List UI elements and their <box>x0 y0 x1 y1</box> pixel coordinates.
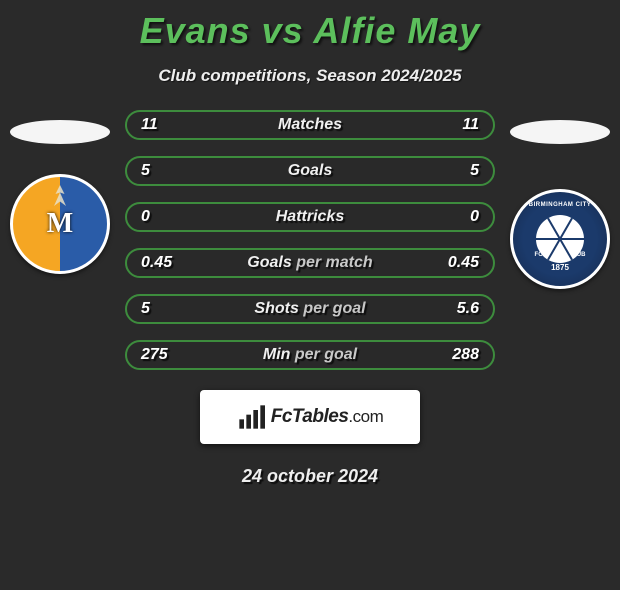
stat-left: 5 <box>141 162 191 180</box>
left-team-column <box>0 110 120 274</box>
date-text: 24 october 2024 <box>0 466 620 487</box>
crest-top-text: BIRMINGHAM CITY <box>513 202 607 208</box>
stat-label: Goals per match <box>247 254 372 272</box>
stat-row-goals: 5 Goals 5 <box>125 156 495 186</box>
stat-row-min-per-goal: 275 Min per goal 288 <box>125 340 495 370</box>
bar-chart-icon <box>237 403 265 431</box>
stat-label: Goals <box>288 162 332 180</box>
right-ellipse <box>510 120 610 144</box>
stat-right: 11 <box>429 116 479 134</box>
stats-list: 11 Matches 11 5 Goals 5 0 Hattricks 0 0.… <box>125 110 495 370</box>
crest-mid-text: FOOTBALL CLUB <box>513 252 607 258</box>
brand-tag: FcTables.com <box>200 390 420 444</box>
stat-left: 11 <box>141 116 191 134</box>
stat-right: 288 <box>429 346 479 364</box>
brand-text: FcTables.com <box>271 406 384 428</box>
content-region: BIRMINGHAM CITY FOOTBALL CLUB 11 Matches… <box>0 110 620 487</box>
stat-row-shots-per-goal: 5 Shots per goal 5.6 <box>125 294 495 324</box>
stat-label: Min per goal <box>263 346 357 364</box>
right-team-crest: BIRMINGHAM CITY FOOTBALL CLUB <box>510 189 610 289</box>
stat-label: Shots per goal <box>254 300 365 318</box>
stat-right: 0 <box>429 208 479 226</box>
right-team-column: BIRMINGHAM CITY FOOTBALL CLUB <box>500 110 620 289</box>
stat-row-matches: 11 Matches 11 <box>125 110 495 140</box>
stat-right: 0.45 <box>429 254 479 272</box>
page-title: Evans vs Alfie May <box>0 10 620 52</box>
stat-right: 5.6 <box>429 300 479 318</box>
stat-left: 0.45 <box>141 254 191 272</box>
stat-row-goals-per-match: 0.45 Goals per match 0.45 <box>125 248 495 278</box>
stat-label: Matches <box>278 116 342 134</box>
stat-row-hattricks: 0 Hattricks 0 <box>125 202 495 232</box>
left-ellipse <box>10 120 110 144</box>
left-team-crest <box>10 174 110 274</box>
stat-left: 0 <box>141 208 191 226</box>
subtitle: Club competitions, Season 2024/2025 <box>0 66 620 86</box>
stat-right: 5 <box>429 162 479 180</box>
stat-left: 5 <box>141 300 191 318</box>
stat-left: 275 <box>141 346 191 364</box>
stat-label: Hattricks <box>276 208 344 226</box>
